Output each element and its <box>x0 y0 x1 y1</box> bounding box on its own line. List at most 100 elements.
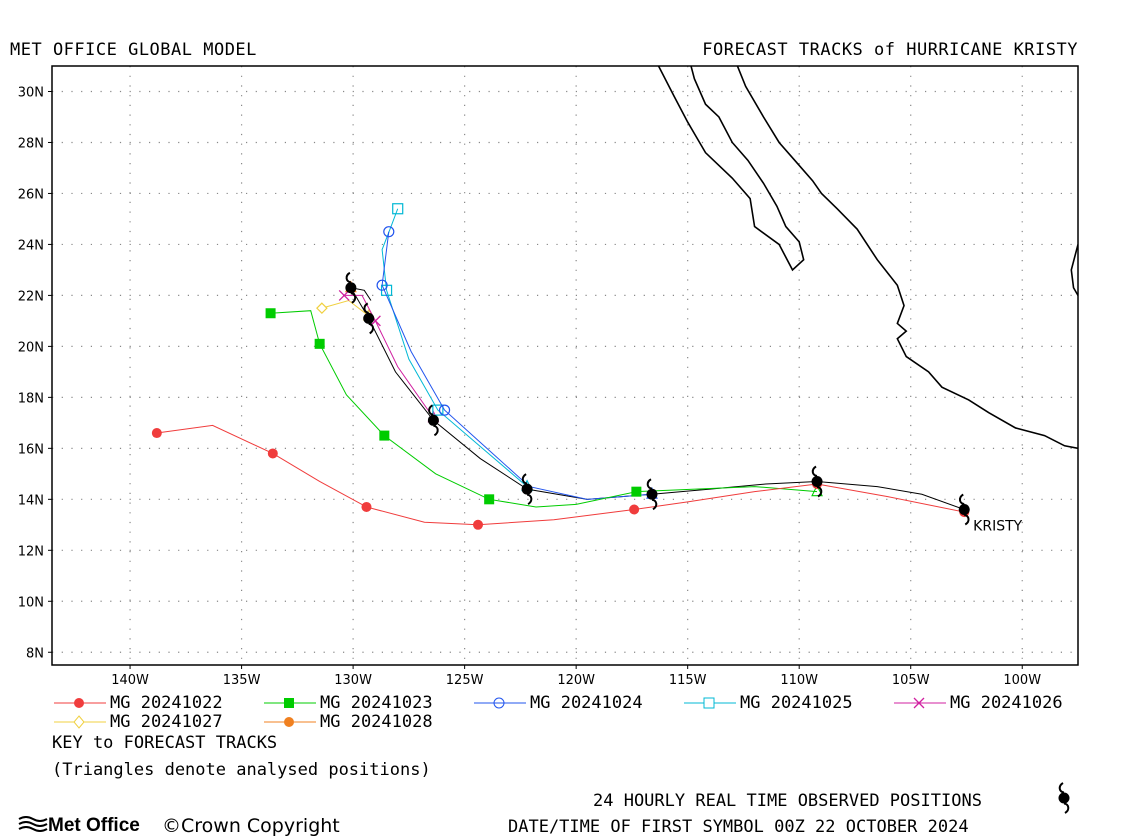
lon-tick-label: 125W <box>446 673 484 688</box>
lat-tick-label: 20N <box>18 340 44 355</box>
met-office-logo: Met Office <box>18 815 140 837</box>
coastline-mainland <box>736 66 1078 450</box>
forecast-track-mg-20241026 <box>338 289 440 423</box>
legend-symbol <box>474 697 526 709</box>
track-marker <box>631 486 642 497</box>
forecast-track-line <box>381 208 528 487</box>
hurricane-arm <box>428 404 434 416</box>
hurricane-arm <box>363 302 369 314</box>
hurricane-arm <box>816 485 823 498</box>
hurricane-arm <box>651 498 658 511</box>
track-marker <box>376 279 388 291</box>
track-marker <box>379 430 390 441</box>
track-marker <box>265 308 276 319</box>
lat-tick-label: 10N <box>18 595 44 610</box>
track-marker <box>267 448 278 459</box>
track-marker <box>316 302 328 314</box>
forecast-track-line <box>381 231 653 500</box>
logo-text: Met Office <box>48 815 140 836</box>
legend-label: MG 20241025 <box>740 693 853 713</box>
forecast-track-map: 30N 28N 26N 24N 22N 20N 18N 16N 14N 12N 10N 8N 140W 1… <box>18 65 1079 688</box>
hurricane-eye <box>811 475 823 487</box>
lon-tick-label: 130W <box>334 673 372 688</box>
legend-symbol <box>684 697 736 709</box>
lat-tick-label: 16N <box>18 442 44 457</box>
track-marker <box>438 404 451 416</box>
hurricane-arm <box>345 271 352 284</box>
observed-positions-label: 24 HOURLY REAL TIME OBSERVED POSITIONS <box>593 791 982 811</box>
hurricane-eye <box>958 504 970 516</box>
lon-tick-label: 110W <box>780 673 818 688</box>
coastline-baja <box>657 66 805 272</box>
lon-tick-label: 115W <box>669 673 707 688</box>
hurricane-arm <box>368 322 374 335</box>
track-marker <box>383 226 395 238</box>
hurricane-symbol-icon <box>1058 782 1070 814</box>
storm-name-label: KRISTY <box>973 519 1022 535</box>
lon-tick-label: 140W <box>111 673 149 688</box>
legend-label: MG 20241023 <box>320 693 433 713</box>
forecast-track-line <box>270 310 818 508</box>
forecast-track-line <box>156 424 965 526</box>
legend-symbol <box>54 715 106 729</box>
lat-tick-label: 18N <box>18 391 44 406</box>
hurricane-symbol <box>427 404 439 437</box>
hurricane-symbol <box>521 473 533 505</box>
track-marker <box>484 494 495 505</box>
legend-symbol <box>54 698 106 708</box>
hurricane-arm <box>958 493 965 506</box>
track-marker <box>392 203 404 215</box>
lat-tick-label: 24N <box>18 238 44 253</box>
track-marker <box>473 519 484 530</box>
hurricane-eye <box>363 312 375 324</box>
coastline <box>657 66 1078 450</box>
hurricane-symbol <box>646 478 658 511</box>
hurricane-arm <box>811 465 818 477</box>
legend-label: MG 20241022 <box>110 693 223 713</box>
forecast-track-mg-20241023 <box>265 308 823 508</box>
copyright: ©Crown Copyright <box>162 815 340 837</box>
met-office-waves-icon <box>18 816 48 832</box>
model-title: MET OFFICE GLOBAL MODEL <box>10 40 257 60</box>
hurricane-eye <box>345 282 357 294</box>
hurricane-symbol <box>345 271 357 304</box>
hurricane-symbol <box>958 493 970 526</box>
hurricane-arm <box>521 473 528 485</box>
copyright-symbol-icon: © <box>162 815 181 837</box>
forecast-track-line <box>344 294 434 419</box>
coastline-gulf <box>1070 244 1078 297</box>
lon-tick-label: 105W <box>892 673 930 688</box>
hurricane-eye <box>646 488 658 500</box>
analysed-position-triangle <box>811 484 823 497</box>
lat-tick-label: 28N <box>18 136 44 151</box>
hurricane-symbol <box>363 302 375 335</box>
lon-tick-label: 100W <box>1003 673 1041 688</box>
track-marker <box>361 501 372 512</box>
lat-tick-label: 12N <box>18 544 44 559</box>
hurricane-eye <box>427 414 439 426</box>
forecast-track-mg-20241024 <box>376 226 658 500</box>
map-frame <box>51 65 1079 666</box>
lon-tick-label: 135W <box>223 673 261 688</box>
hurricane-eye <box>521 483 533 495</box>
forecast-track-mg-20241022 <box>151 424 970 530</box>
legend-label: MG 20241027 <box>110 712 223 732</box>
forecast-track-mg-20241025 <box>380 203 533 492</box>
lon-tick-label: 120W <box>557 673 595 688</box>
hurricane-arm <box>433 424 439 437</box>
lat-tick-label: 14N <box>18 493 44 508</box>
forecast-track-line <box>321 299 370 317</box>
hurricane-arm <box>646 478 653 490</box>
legend-symbol <box>264 717 316 727</box>
legend-label: MG 20241028 <box>320 712 433 732</box>
hurricane-symbol <box>811 465 823 498</box>
track-marker <box>314 338 325 349</box>
track-marker <box>629 504 640 515</box>
legend-title: KEY to FORECAST TRACKS <box>52 733 278 753</box>
copyright-text: Crown Copyright <box>181 815 340 837</box>
lat-tick-label: 26N <box>18 187 44 202</box>
track-marker <box>432 404 444 416</box>
track-marker <box>151 428 162 439</box>
legend-symbol <box>894 697 946 709</box>
first-symbol-datetime: DATE/TIME OF FIRST SYMBOL 00Z 22 OCTOBER… <box>508 817 969 837</box>
